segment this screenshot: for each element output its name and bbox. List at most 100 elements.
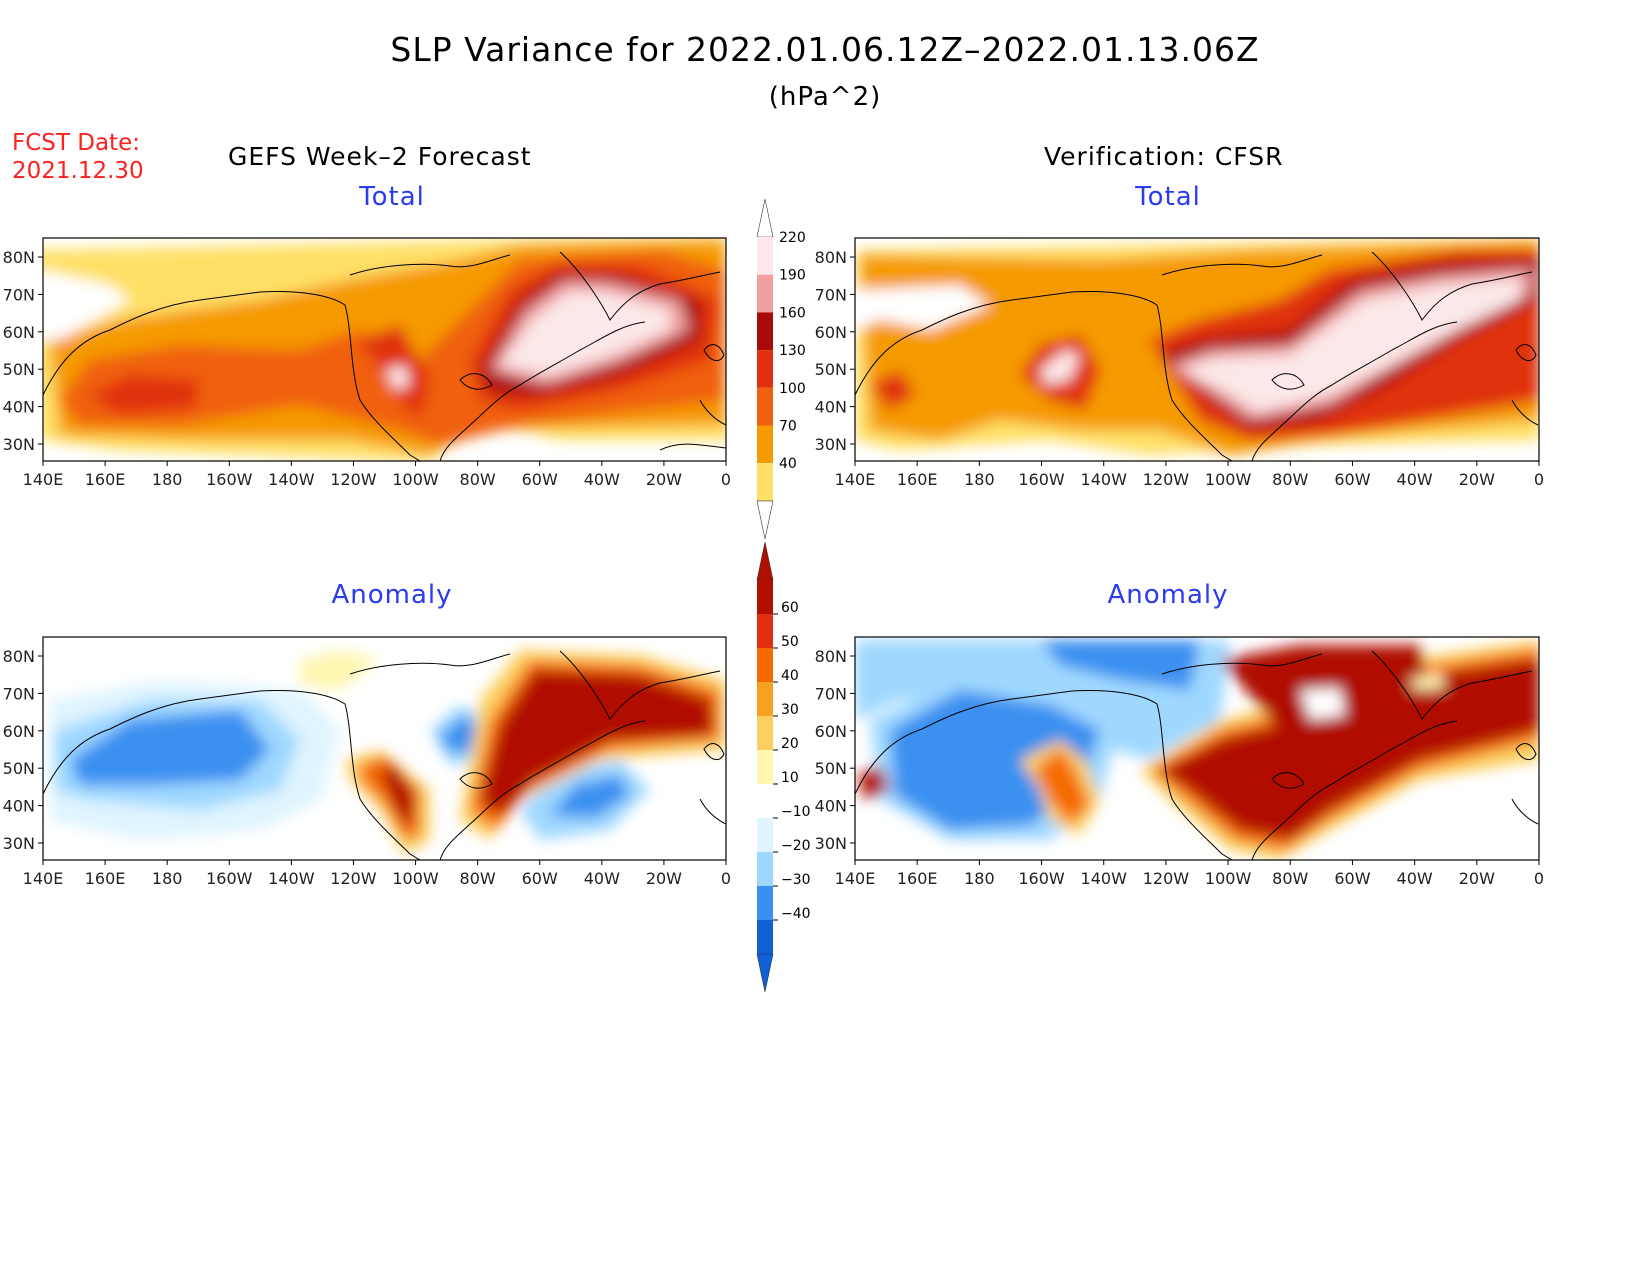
colorbar-swatch bbox=[757, 920, 773, 954]
colorbar-swatch bbox=[757, 886, 773, 920]
lon-tick-label-verification-total: 120W bbox=[1143, 470, 1190, 489]
lat-tick-label-forecast-total: 40N bbox=[3, 398, 35, 417]
lon-tick-label-verification-total: 140W bbox=[1081, 470, 1128, 489]
colorbar-swatch bbox=[757, 312, 773, 351]
colorbar-swatch bbox=[757, 463, 773, 501]
lon-tick-label-verification-total: 0 bbox=[1534, 470, 1544, 489]
colorbar-label: −40 bbox=[781, 906, 811, 922]
map-panel-forecast-anomaly bbox=[42, 636, 727, 861]
colorbar-label: 130 bbox=[779, 343, 806, 359]
lat-tick-label-forecast-anomaly: 40N bbox=[3, 797, 35, 816]
map-panel-verification-total bbox=[854, 237, 1540, 462]
colorbar-label: 50 bbox=[781, 634, 799, 650]
lon-tick-label-forecast-anomaly: 60W bbox=[522, 869, 558, 888]
lon-tick-label-forecast-anomaly: 100W bbox=[392, 869, 439, 888]
colorbar-label: 190 bbox=[779, 268, 806, 284]
lon-tick-label-verification-anomaly: 20W bbox=[1459, 869, 1495, 888]
lat-tick-label-verification-anomaly: 60N bbox=[815, 722, 847, 741]
lon-tick-label-forecast-total: 80W bbox=[460, 470, 496, 489]
lat-tick-label-forecast-total: 70N bbox=[3, 285, 35, 304]
lon-tick-label-forecast-anomaly: 0 bbox=[721, 869, 731, 888]
lon-tick-label-verification-anomaly: 40W bbox=[1397, 869, 1433, 888]
lat-tick-label-forecast-anomaly: 80N bbox=[3, 647, 35, 666]
lon-tick-label-verification-anomaly: 100W bbox=[1205, 869, 1252, 888]
lon-tick-label-verification-total: 20W bbox=[1459, 470, 1495, 489]
lon-tick-label-forecast-anomaly: 20W bbox=[646, 869, 682, 888]
lon-tick-label-forecast-total: 140W bbox=[268, 470, 315, 489]
lat-tick-label-forecast-anomaly: 30N bbox=[3, 834, 35, 853]
lat-tick-label-forecast-total: 50N bbox=[3, 360, 35, 379]
lon-tick-label-verification-anomaly: 0 bbox=[1534, 869, 1544, 888]
lon-tick-label-forecast-total: 160E bbox=[85, 470, 126, 489]
lon-tick-label-verification-total: 140E bbox=[835, 470, 876, 489]
map-panel-verification-anomaly bbox=[854, 636, 1540, 861]
lon-tick-label-verification-total: 160W bbox=[1018, 470, 1065, 489]
colorbar-label: 40 bbox=[781, 668, 799, 684]
colorbar-label: 220 bbox=[779, 230, 806, 246]
lat-tick-label-verification-total: 40N bbox=[815, 398, 847, 417]
colorbar-swatch bbox=[757, 716, 773, 750]
lat-tick-label-verification-anomaly: 40N bbox=[815, 797, 847, 816]
lat-tick-label-verification-total: 50N bbox=[815, 360, 847, 379]
colorbar-label: 20 bbox=[781, 736, 799, 752]
lon-tick-label-forecast-anomaly: 160E bbox=[85, 869, 126, 888]
lat-tick-label-forecast-anomaly: 70N bbox=[3, 684, 35, 703]
lon-tick-label-verification-anomaly: 140W bbox=[1081, 869, 1128, 888]
lon-tick-label-verification-anomaly: 160E bbox=[897, 869, 938, 888]
colorbar-label: 40 bbox=[779, 456, 797, 472]
lon-tick-label-forecast-anomaly: 120W bbox=[330, 869, 377, 888]
lon-tick-label-verification-anomaly: 140E bbox=[835, 869, 876, 888]
lon-tick-label-verification-anomaly: 120W bbox=[1143, 869, 1190, 888]
colorbar-label: 10 bbox=[781, 770, 799, 786]
colorbar-total: 220 190 160 130 100 70 40 bbox=[756, 198, 806, 539]
lon-tick-label-forecast-total: 180 bbox=[152, 470, 183, 489]
lat-tick-label-verification-anomaly: 30N bbox=[815, 834, 847, 853]
lon-tick-label-verification-total: 160E bbox=[897, 470, 938, 489]
colorbar-swatch bbox=[757, 682, 773, 716]
colorbar-arrow-top bbox=[756, 198, 774, 238]
verification-column-title: Verification: CFSR bbox=[1044, 142, 1284, 171]
lon-tick-label-verification-total: 180 bbox=[964, 470, 995, 489]
lon-tick-label-forecast-total: 120W bbox=[330, 470, 377, 489]
colorbar-anomaly: 60 50 40 30 20 10 −10 −20 −30 −40 bbox=[756, 541, 811, 993]
lon-tick-label-forecast-total: 60W bbox=[522, 470, 558, 489]
lat-tick-label-verification-total: 80N bbox=[815, 248, 847, 267]
fcst-date-label: FCST Date: bbox=[12, 130, 140, 156]
lon-tick-label-forecast-anomaly: 40W bbox=[584, 869, 620, 888]
lat-tick-label-verification-total: 30N bbox=[815, 435, 847, 454]
colorbar-arrow-top bbox=[756, 541, 774, 581]
lon-tick-label-forecast-total: 100W bbox=[392, 470, 439, 489]
lon-tick-label-forecast-total: 140E bbox=[23, 470, 64, 489]
colorbar-swatch bbox=[757, 750, 773, 784]
lon-tick-label-verification-total: 80W bbox=[1272, 470, 1308, 489]
colorbar-swatch bbox=[757, 852, 773, 886]
colorbar-label: 30 bbox=[781, 702, 799, 718]
lon-tick-label-forecast-anomaly: 140E bbox=[23, 869, 64, 888]
lon-tick-label-verification-anomaly: 160W bbox=[1018, 869, 1065, 888]
colorbar-label: −30 bbox=[781, 872, 811, 888]
colorbar-label: 100 bbox=[779, 381, 806, 397]
panel-title-forecast-total: Total bbox=[359, 182, 425, 212]
lat-tick-label-verification-anomaly: 50N bbox=[815, 759, 847, 778]
colorbar-swatch bbox=[757, 784, 773, 818]
colorbar-swatch bbox=[757, 387, 773, 426]
colorbar-swatch bbox=[757, 648, 773, 682]
lat-tick-label-forecast-total: 30N bbox=[3, 435, 35, 454]
colorbar-swatch bbox=[757, 350, 773, 388]
forecast-column-title: GEFS Week–2 Forecast bbox=[228, 142, 532, 171]
colorbar-swatch bbox=[757, 237, 773, 275]
lat-tick-label-forecast-anomaly: 60N bbox=[3, 722, 35, 741]
lon-tick-label-forecast-anomaly: 160W bbox=[206, 869, 253, 888]
lon-tick-label-forecast-total: 40W bbox=[584, 470, 620, 489]
lon-tick-label-forecast-total: 160W bbox=[206, 470, 253, 489]
lat-tick-label-forecast-anomaly: 50N bbox=[3, 759, 35, 778]
lat-tick-label-verification-anomaly: 80N bbox=[815, 647, 847, 666]
lon-tick-label-verification-anomaly: 180 bbox=[964, 869, 995, 888]
colorbar-label: −20 bbox=[781, 838, 811, 854]
fcst-date-value: 2021.12.30 bbox=[12, 158, 144, 184]
panel-title-verification-anomaly: Anomaly bbox=[1107, 580, 1229, 610]
panel-title-forecast-anomaly: Anomaly bbox=[331, 580, 453, 610]
lat-tick-label-verification-total: 70N bbox=[815, 285, 847, 304]
panel-title-verification-total: Total bbox=[1135, 182, 1201, 212]
